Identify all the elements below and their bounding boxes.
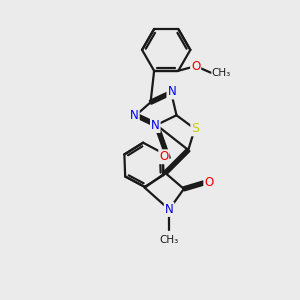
Text: S: S <box>191 122 199 135</box>
Text: N: N <box>167 85 176 98</box>
Text: O: O <box>204 176 214 190</box>
Text: O: O <box>159 150 169 163</box>
Text: N: N <box>130 109 139 122</box>
Text: CH₃: CH₃ <box>212 68 231 78</box>
Text: O: O <box>191 60 200 73</box>
Text: N: N <box>165 203 173 216</box>
Text: CH₃: CH₃ <box>160 236 179 245</box>
Text: N: N <box>151 119 160 132</box>
